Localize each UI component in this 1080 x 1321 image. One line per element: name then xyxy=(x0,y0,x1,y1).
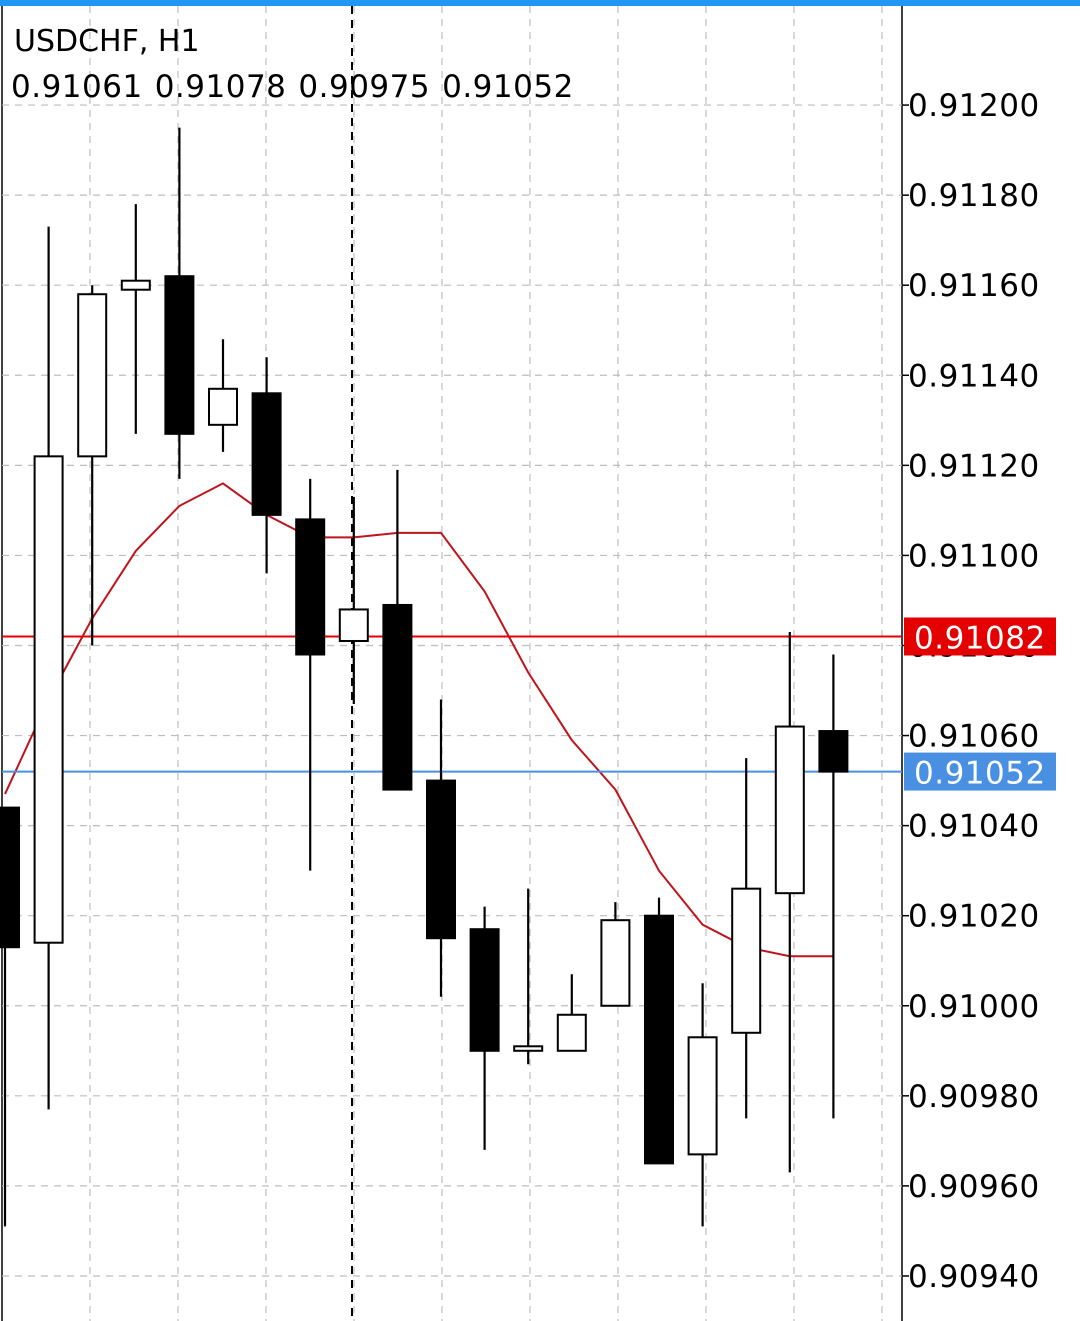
ohlc-high: 0.91078 xyxy=(154,69,287,105)
candle-body-bullish xyxy=(600,919,631,1007)
candle-body-bullish xyxy=(33,455,64,944)
ohlc-low: 0.90975 xyxy=(298,69,431,105)
candle-body-bearish xyxy=(469,928,500,1052)
ohlc-open: 0.91061 xyxy=(11,69,143,105)
candle xyxy=(774,631,805,1173)
bid-price-tag xyxy=(904,752,1056,791)
candle xyxy=(556,974,587,1052)
candle-body-bearish xyxy=(251,392,282,516)
candle xyxy=(208,339,238,452)
y-tick-label: 0.91140 xyxy=(908,358,1040,394)
candle xyxy=(251,357,282,574)
ohlc-close: 0.91052 xyxy=(442,69,574,105)
candle xyxy=(164,127,195,479)
candle-body-bearish xyxy=(644,914,674,1165)
ask-price-tag xyxy=(904,617,1056,656)
candle-body-bullish xyxy=(208,387,238,426)
candle xyxy=(120,204,151,434)
candle-body-bearish xyxy=(382,603,413,791)
candle xyxy=(0,806,20,1227)
candle xyxy=(687,983,718,1227)
candle-body-bearish xyxy=(164,275,195,435)
symbol-label: USDCHF, H1 xyxy=(14,24,200,59)
y-tick-label: 0.90960 xyxy=(908,1169,1040,1205)
candle xyxy=(33,226,64,1110)
y-tick-label: 0.91020 xyxy=(908,899,1040,935)
y-tick-label: 0.90940 xyxy=(908,1259,1040,1295)
y-tick-label: 0.91060 xyxy=(908,719,1040,755)
candle-body-bearish xyxy=(0,806,20,949)
y-tick-label: 0.91100 xyxy=(908,538,1040,574)
y-tick-label: 0.91200 xyxy=(908,88,1040,124)
candle xyxy=(295,478,326,871)
candle-body-bullish xyxy=(513,1045,544,1052)
top-accent-bar xyxy=(0,0,1080,6)
bid-price-tag-label: 0.91052 xyxy=(914,756,1046,792)
y-tick-label: 0.91000 xyxy=(908,989,1040,1025)
ohlc-readout: 0.91061 0.91078 0.90975 0.91052 xyxy=(11,69,586,105)
candle-body-bullish xyxy=(731,887,762,1034)
candle-body-bearish xyxy=(818,730,849,773)
candle xyxy=(77,285,108,646)
candle xyxy=(426,699,456,997)
candle xyxy=(731,758,762,1119)
y-tick-label: 0.91180 xyxy=(908,178,1040,214)
y-tick-label: 0.91120 xyxy=(908,448,1040,484)
ask-price-tag-label: 0.91082 xyxy=(914,620,1046,656)
moving-average-line xyxy=(4,482,834,958)
candle-body-bullish xyxy=(120,279,151,291)
candle xyxy=(644,897,674,1165)
candle-body-bullish xyxy=(338,608,369,642)
candle-body-bearish xyxy=(426,779,456,940)
candle xyxy=(818,654,849,1119)
candle xyxy=(338,496,369,705)
candle xyxy=(382,469,413,791)
candle-body-bullish xyxy=(774,725,805,895)
candle xyxy=(469,906,500,1150)
candle xyxy=(513,888,544,1065)
y-tick-label: 0.90980 xyxy=(908,1079,1040,1115)
candle-body-bullish xyxy=(687,1036,718,1156)
y-tick-label: 0.91160 xyxy=(908,268,1040,304)
candle-body-bullish xyxy=(77,293,108,458)
candle-body-bearish xyxy=(295,518,326,656)
candle-body-bullish xyxy=(556,1013,587,1052)
candle xyxy=(600,902,631,1007)
y-tick-label: 0.91040 xyxy=(908,809,1040,845)
